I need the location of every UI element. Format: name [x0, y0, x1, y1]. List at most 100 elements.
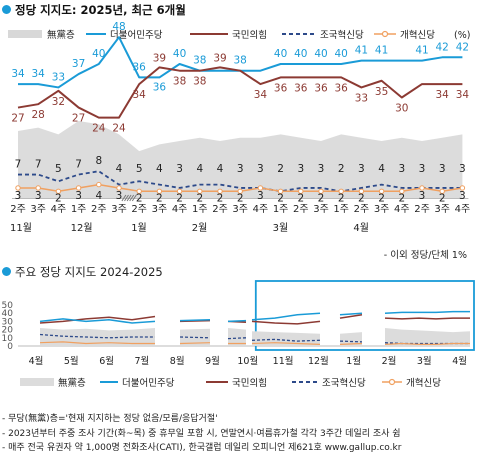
point-reform — [298, 188, 304, 195]
data-label-rebuilding: 4 — [116, 163, 123, 175]
x-tick-label: 3주 — [152, 204, 168, 215]
x-tick-label: 2월 — [382, 355, 397, 367]
point-reform — [35, 185, 41, 191]
data-label-rebuilding: 4 — [196, 163, 203, 175]
x-tick-label: 9월 — [205, 355, 220, 367]
axis-gap-marker — [126, 194, 132, 202]
data-label-dpk: 40 — [173, 48, 186, 60]
point-reform — [237, 188, 243, 195]
series-line-rebuilding — [251, 338, 321, 342]
legend-label-nonpartisan: 無黨층 — [58, 377, 86, 389]
data-label-ppp: 32 — [52, 96, 65, 108]
x-tick-label: 4주 — [253, 204, 269, 215]
data-label-rebuilding: 7 — [35, 159, 42, 171]
x-tick-label: 3주 — [111, 204, 127, 215]
data-label-ppp: 34 — [456, 89, 470, 101]
point-reform — [399, 188, 405, 195]
data-label-dpk: 34 — [32, 68, 46, 80]
data-label-rebuilding: 3 — [318, 163, 325, 175]
data-label-reform: 2 — [55, 192, 62, 204]
legend-label-ppp: 국민의힘 — [232, 30, 267, 41]
point-reform — [318, 188, 324, 195]
series-line-ppp — [17, 66, 463, 119]
series-line-rebuilding — [227, 337, 247, 340]
x-tick-label: 4주 — [51, 204, 67, 215]
series-line-dpk — [179, 319, 211, 322]
x-tick-label: 2주 — [91, 204, 107, 215]
data-label-dpk: 41 — [375, 45, 388, 57]
legend-label-reform: 개혁신당 — [406, 378, 441, 389]
series-line-rebuilding — [39, 333, 155, 339]
legend-swatch-nonpartisan — [20, 378, 54, 386]
footnote-1: - 무당(無黨)층='현재 지지하는 정당 없음/모름/응답거절' — [2, 414, 218, 424]
data-label-rebuilding: 2 — [277, 163, 284, 175]
x-tick-label: 8월 — [170, 355, 185, 367]
data-label-reform: 2 — [196, 192, 203, 204]
series-line-dpk — [339, 312, 363, 316]
series-line-ppp — [39, 315, 156, 324]
series-line-rebuilding — [179, 336, 211, 339]
axis-gap-marker — [129, 194, 135, 202]
month-label: 3월 — [273, 222, 289, 234]
top-legend: 無黨층 더불어민주당 국민의힘 조국혁신당 개혁신당 (%) — [8, 29, 470, 41]
data-label-ppp: 33 — [355, 92, 368, 104]
data-label-ppp: 30 — [395, 103, 408, 115]
series-line-rebuilding — [339, 340, 363, 343]
series-line-dpk — [251, 312, 321, 321]
data-label-reform: 2 — [318, 192, 325, 204]
series-line-dpk — [39, 318, 156, 324]
point-reform — [419, 185, 425, 191]
month-label: 11월 — [10, 222, 32, 234]
y-tick-label: 30 — [2, 317, 14, 327]
data-label-reform: 2 — [378, 192, 385, 204]
legend-label-dpk: 더불어민주당 — [110, 30, 163, 41]
month-label: 1월 — [131, 222, 147, 234]
data-label-dpk: 38 — [234, 55, 247, 67]
month-label: 4월 — [353, 222, 369, 234]
data-label-reform: 4 — [95, 190, 102, 202]
data-label-reform: 2 — [398, 192, 405, 204]
data-label-dpk: 42 — [456, 41, 469, 53]
title-bullet-icon — [2, 267, 11, 276]
data-label-rebuilding: 3 — [257, 163, 264, 175]
data-label-ppp: 27 — [72, 113, 85, 125]
data-label-rebuilding: 3 — [237, 163, 244, 175]
axis-gap-marker — [124, 194, 129, 202]
area-nonpartisan — [252, 331, 320, 346]
chart2-title: 주요 정당 지지도 2024-2025 — [2, 264, 163, 280]
x-tick-label: 12월 — [308, 355, 329, 367]
data-label-reform: 2 — [136, 192, 143, 204]
series-line-rebuilding — [18, 170, 463, 193]
legend-label-rebuilding: 조국혁신당 — [322, 378, 366, 389]
data-label-rebuilding: 3 — [297, 163, 304, 175]
data-label-rebuilding: 7 — [75, 159, 82, 171]
point-reform — [197, 188, 203, 195]
point-reform — [156, 188, 163, 195]
point-reform — [136, 188, 142, 195]
data-label-reform: 3 — [75, 190, 82, 202]
legend-label-nonpartisan: 無黨층 — [47, 29, 75, 41]
x-tick-label: 4주 — [455, 204, 471, 215]
series-line-reform — [251, 342, 321, 345]
chart2-title-text: 주요 정당 지지도 2024-2025 — [15, 265, 163, 279]
x-tick-label: 2주 — [212, 204, 228, 215]
data-label-reform: 3 — [116, 190, 123, 202]
data-label-rebuilding: 3 — [358, 163, 365, 175]
series-line-reform — [384, 342, 470, 346]
data-label-reform: 3 — [419, 190, 426, 202]
data-label-ppp: 35 — [375, 86, 388, 98]
data-label-dpk: 40 — [274, 48, 287, 60]
axis-gap-marker — [121, 194, 127, 202]
data-label-reform: 2 — [237, 192, 244, 204]
data-label-rebuilding: 4 — [378, 163, 385, 175]
data-label-rebuilding: 3 — [459, 163, 466, 175]
legend-marker-reform — [381, 30, 389, 38]
data-label-dpk: 41 — [415, 45, 428, 57]
point-reform — [15, 185, 21, 191]
data-label-ppp: 39 — [213, 52, 226, 64]
axis-gap-marker — [131, 194, 137, 202]
x-tick-label: 4주 — [394, 204, 410, 215]
x-tick-label: 10월 — [237, 355, 258, 367]
legend-label-dpk: 더불어민주당 — [122, 378, 175, 389]
